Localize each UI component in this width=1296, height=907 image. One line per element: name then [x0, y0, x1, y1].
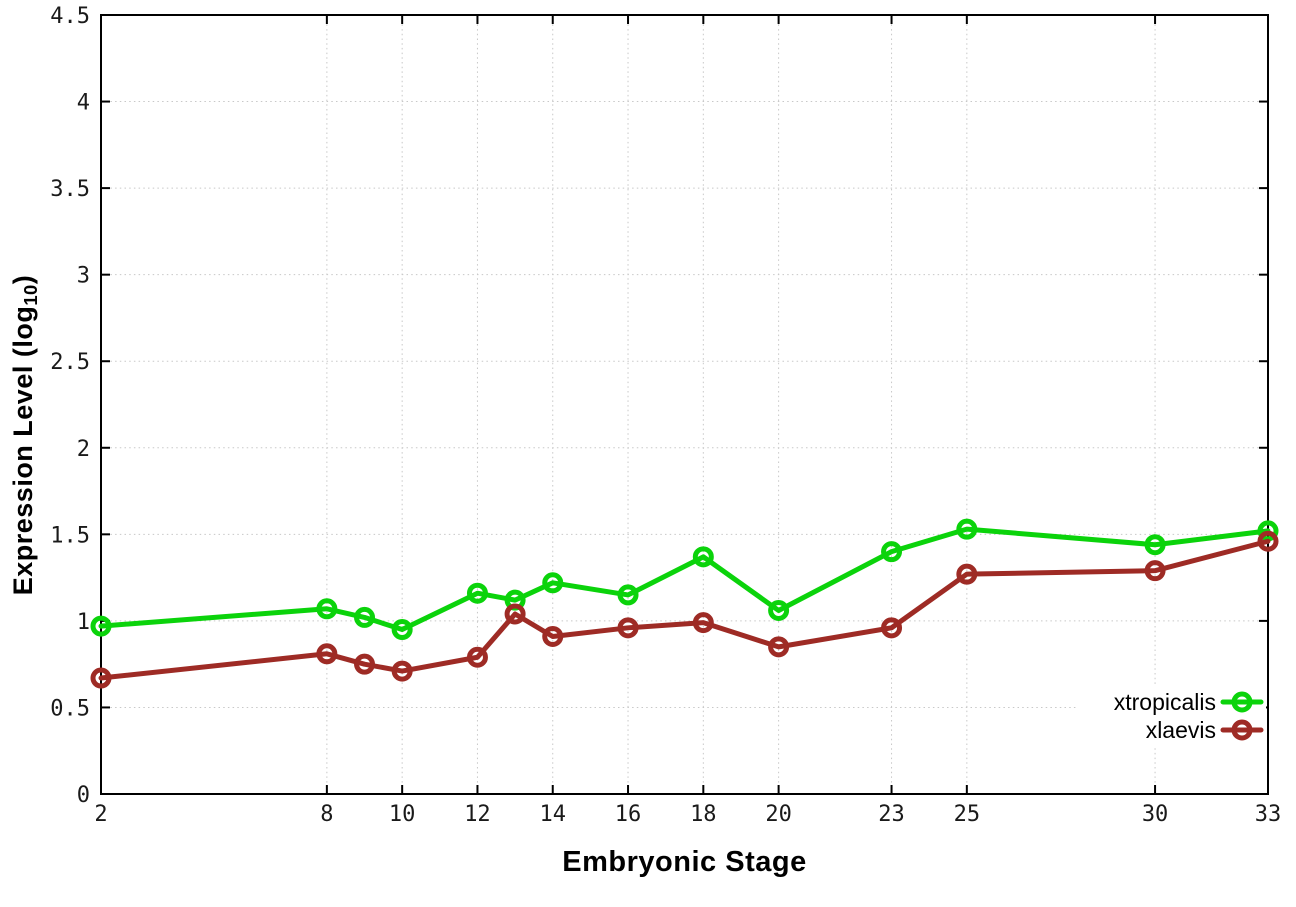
legend-marker-xtropicalis — [1231, 691, 1253, 713]
y-tick-label: 4 — [77, 91, 90, 116]
y-tick-label: 2 — [77, 437, 90, 462]
data-point-xtropicalis — [956, 518, 978, 540]
x-tick-label: 25 — [954, 802, 981, 827]
data-point-xtropicalis — [316, 598, 338, 620]
y-tick-label: 2.5 — [50, 350, 90, 375]
data-point-xlaevis — [1257, 530, 1279, 552]
x-tick-label: 20 — [765, 802, 792, 827]
data-point-xlaevis — [1144, 560, 1166, 582]
data-point-xlaevis — [768, 636, 790, 658]
data-point-xlaevis — [881, 617, 903, 639]
series-line-xtropicalis — [98, 526, 1271, 633]
data-point-xlaevis — [692, 612, 714, 634]
x-tick-label: 30 — [1142, 802, 1169, 827]
data-point-xlaevis — [617, 617, 639, 639]
data-point-xlaevis — [391, 660, 413, 682]
y-tick-label: 3 — [77, 264, 90, 289]
data-point-xtropicalis — [881, 541, 903, 563]
data-point-xlaevis — [504, 603, 526, 625]
x-tick-label: 8 — [320, 802, 333, 827]
data-point-xlaevis — [542, 625, 564, 647]
x-tick-label: 2 — [94, 802, 107, 827]
x-tick-label: 18 — [690, 802, 717, 827]
y-axis-title-subscript: 10 — [19, 284, 41, 306]
data-point-xtropicalis — [768, 600, 790, 622]
y-axis-title: Expression Level (log10) — [8, 275, 42, 596]
y-axis-title-end: ) — [8, 274, 39, 285]
legend-label-xtropicalis: xtropicalis — [1114, 689, 1216, 715]
series-line-xlaevis — [98, 538, 1271, 681]
data-point-xtropicalis — [542, 572, 564, 594]
data-point-xlaevis — [354, 653, 376, 675]
data-point-xlaevis — [316, 643, 338, 665]
legend-label-xlaevis: xlaevis — [1146, 717, 1216, 743]
x-tick-label: 33 — [1255, 802, 1282, 827]
data-point-xlaevis — [956, 563, 978, 585]
x-tick-label: 23 — [878, 802, 905, 827]
x-tick-label: 12 — [464, 802, 491, 827]
plot-border — [100, 14, 1269, 795]
y-tick-label: 0 — [77, 783, 90, 808]
data-point-xtropicalis — [354, 606, 376, 628]
data-point-xtropicalis — [391, 619, 413, 641]
data-point-xtropicalis — [617, 584, 639, 606]
data-point-xtropicalis — [466, 582, 488, 604]
x-tick-label: 14 — [539, 802, 566, 827]
y-tick-label: 1 — [77, 610, 90, 635]
data-point-xlaevis — [90, 667, 112, 689]
x-tick-label: 16 — [615, 802, 642, 827]
x-tick-label: 10 — [389, 802, 416, 827]
data-point-xtropicalis — [90, 615, 112, 637]
y-tick-label: 1.5 — [50, 523, 90, 548]
x-axis-title: Embryonic Stage — [562, 846, 807, 878]
y-axis-title-main: Expression Level (log — [8, 305, 39, 596]
legend-marker-xlaevis — [1231, 719, 1253, 741]
data-point-xtropicalis — [692, 546, 714, 568]
data-point-xlaevis — [466, 646, 488, 668]
y-tick-label: 4.5 — [50, 4, 90, 29]
y-tick-label: 0.5 — [50, 696, 90, 721]
data-point-xtropicalis — [1144, 534, 1166, 556]
y-tick-label: 3.5 — [50, 177, 90, 202]
